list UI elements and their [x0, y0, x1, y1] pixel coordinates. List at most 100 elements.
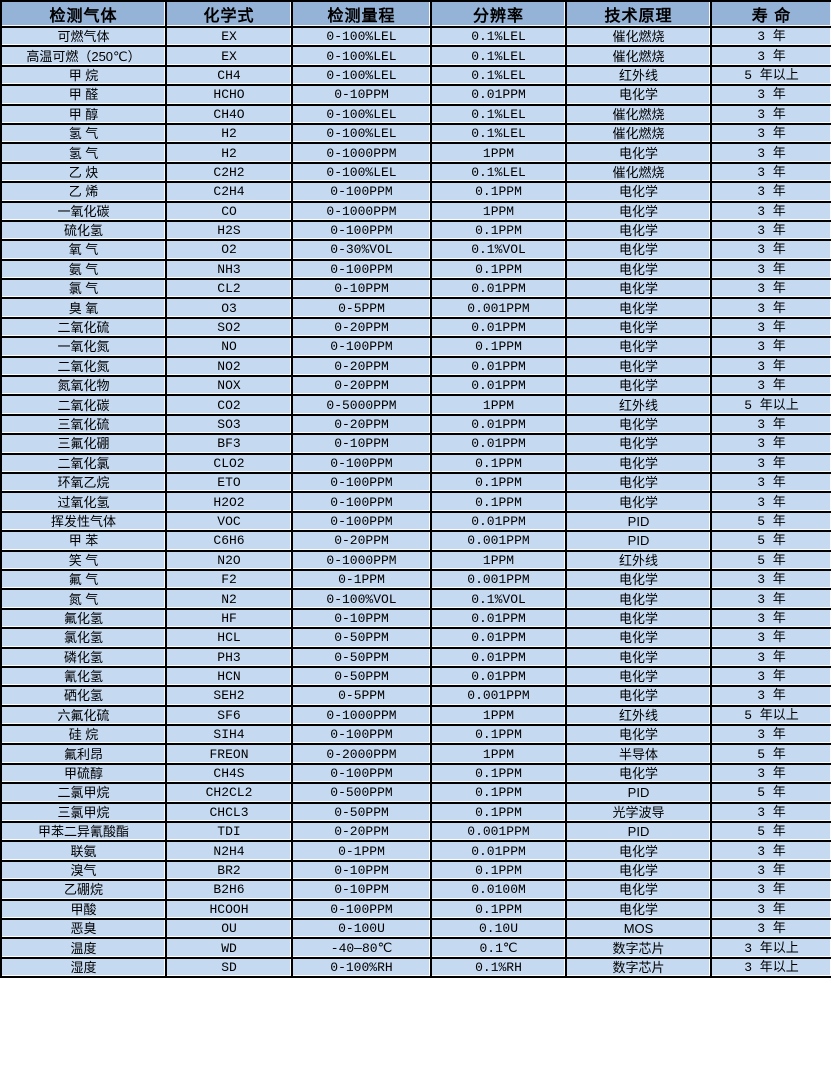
- principle-cell: 电化学: [567, 881, 712, 901]
- header-cell-principle: 技术原理: [567, 2, 712, 28]
- principle-cell: 电化学: [567, 609, 712, 630]
- lifespan-cell: 3 年: [712, 260, 831, 281]
- gas-name-cell: 氢 气: [2, 144, 167, 164]
- resolution-cell: 0.1PPM: [432, 764, 567, 785]
- table-row: 甲 苯 C6H6 0-20PPM 0.001PPM PID 5 年: [2, 532, 831, 552]
- formula-cell: SO3: [167, 415, 293, 436]
- lifespan-cell: 5 年以上: [712, 66, 831, 87]
- lifespan-cell: 3 年: [712, 454, 831, 474]
- formula-cell: CO: [167, 202, 293, 222]
- header-cell-lifespan: 寿 命: [712, 2, 831, 28]
- gas-name-cell: 溴气: [2, 861, 167, 882]
- principle-cell: 电化学: [567, 473, 712, 494]
- range-cell: 0-100%VOL: [293, 590, 432, 610]
- lifespan-cell: 3 年: [712, 726, 831, 746]
- table-row: 环氧乙烷 ETO 0-100PPM 0.1PPM 电化学 3 年: [2, 473, 831, 494]
- formula-cell: C6H6: [167, 532, 293, 552]
- gas-name-cell: 甲 醛: [2, 86, 167, 106]
- table-row: 二氯甲烷 CH2CL2 0-500PPM 0.1PPM PID 5 年: [2, 784, 831, 804]
- principle-cell: 红外线: [567, 706, 712, 727]
- lifespan-cell: 3 年: [712, 900, 831, 920]
- resolution-cell: 1PPM: [432, 551, 567, 571]
- principle-cell: 电化学: [567, 241, 712, 261]
- lifespan-cell: 3 年: [712, 803, 831, 824]
- table-row: 溴气 BR2 0-10PPM 0.1PPM 电化学 3 年: [2, 861, 831, 882]
- resolution-cell: 0.1%VOL: [432, 590, 567, 610]
- principle-cell: 催化燃烧: [567, 28, 712, 48]
- principle-cell: 电化学: [567, 629, 712, 649]
- gas-name-cell: 硒化氢: [2, 687, 167, 707]
- range-cell: 0-5000PPM: [293, 396, 432, 416]
- table-row: 笑 气 N2O 0-1000PPM 1PPM 红外线 5 年: [2, 551, 831, 571]
- formula-cell: SO2: [167, 318, 293, 339]
- principle-cell: 电化学: [567, 144, 712, 164]
- lifespan-cell: 3 年: [712, 473, 831, 494]
- formula-cell: SEH2: [167, 687, 293, 707]
- formula-cell: H2S: [167, 221, 293, 242]
- formula-cell: CO2: [167, 396, 293, 416]
- formula-cell: H2: [167, 124, 293, 145]
- principle-cell: 数字芯片: [567, 958, 712, 979]
- table-row: 氯化氢 HCL 0-50PPM 0.01PPM 电化学 3 年: [2, 629, 831, 649]
- lifespan-cell: 3 年: [712, 590, 831, 610]
- principle-cell: 红外线: [567, 66, 712, 87]
- formula-cell: HCHO: [167, 86, 293, 106]
- resolution-cell: 0.1%RH: [432, 958, 567, 979]
- lifespan-cell: 3 年: [712, 221, 831, 242]
- resolution-cell: 0.0100M: [432, 881, 567, 901]
- formula-cell: HCN: [167, 667, 293, 688]
- formula-cell: HCOOH: [167, 900, 293, 920]
- lifespan-cell: 3 年: [712, 86, 831, 106]
- formula-cell: H2: [167, 144, 293, 164]
- principle-cell: PID: [567, 512, 712, 533]
- table-row: 氟利昂 FREON 0-2000PPM 1PPM 半导体 5 年: [2, 745, 831, 765]
- gas-name-cell: 氮氧化物: [2, 377, 167, 397]
- range-cell: 0-100PPM: [293, 260, 432, 281]
- table-row: 甲酸 HCOOH 0-100PPM 0.1PPM 电化学 3 年: [2, 900, 831, 920]
- principle-cell: 电化学: [567, 86, 712, 106]
- table-row: 三氧化硫 SO3 0-20PPM 0.01PPM 电化学 3 年: [2, 415, 831, 436]
- range-cell: 0-100PPM: [293, 900, 432, 920]
- resolution-cell: 0.1PPM: [432, 784, 567, 804]
- gas-name-cell: 温度: [2, 939, 167, 959]
- lifespan-cell: 3 年: [712, 629, 831, 649]
- principle-cell: 电化学: [567, 415, 712, 436]
- resolution-cell: 0.1PPM: [432, 260, 567, 281]
- lifespan-cell: 3 年: [712, 124, 831, 145]
- table-row: 二氧化氮 NO2 0-20PPM 0.01PPM 电化学 3 年: [2, 357, 831, 378]
- resolution-cell: 0.01PPM: [432, 86, 567, 106]
- table-row: 甲 醛 HCHO 0-10PPM 0.01PPM 电化学 3 年: [2, 86, 831, 106]
- principle-cell: 电化学: [567, 338, 712, 358]
- resolution-cell: 0.01PPM: [432, 377, 567, 397]
- formula-cell: EX: [167, 28, 293, 48]
- resolution-cell: 0.10U: [432, 919, 567, 940]
- range-cell: 0-50PPM: [293, 648, 432, 668]
- resolution-cell: 0.01PPM: [432, 667, 567, 688]
- range-cell: 0-100%LEL: [293, 47, 432, 67]
- formula-cell: F2: [167, 570, 293, 591]
- principle-cell: 电化学: [567, 260, 712, 281]
- lifespan-cell: 3 年: [712, 338, 831, 358]
- range-cell: 0-10PPM: [293, 861, 432, 882]
- principle-cell: 红外线: [567, 396, 712, 416]
- formula-cell: C2H2: [167, 163, 293, 184]
- range-cell: 0-100PPM: [293, 764, 432, 785]
- range-cell: 0-20PPM: [293, 532, 432, 552]
- principle-cell: 电化学: [567, 687, 712, 707]
- formula-cell: TDI: [167, 823, 293, 843]
- lifespan-cell: 3 年: [712, 357, 831, 378]
- gas-name-cell: 挥发性气体: [2, 512, 167, 533]
- range-cell: 0-50PPM: [293, 629, 432, 649]
- range-cell: 0-100PPM: [293, 493, 432, 513]
- principle-cell: 光学波导: [567, 803, 712, 824]
- resolution-cell: 0.1%LEL: [432, 28, 567, 48]
- resolution-cell: 0.01PPM: [432, 415, 567, 436]
- formula-cell: BR2: [167, 861, 293, 882]
- lifespan-cell: 5 年: [712, 745, 831, 765]
- formula-cell: ETO: [167, 473, 293, 494]
- table-header-row-inner: 检测气体 化学式 检测量程 分辨率 技术原理寿 命: [2, 2, 831, 28]
- lifespan-cell: 5 年: [712, 784, 831, 804]
- formula-cell: SF6: [167, 706, 293, 727]
- lifespan-cell: 3 年: [712, 493, 831, 513]
- range-cell: 0-10PPM: [293, 86, 432, 106]
